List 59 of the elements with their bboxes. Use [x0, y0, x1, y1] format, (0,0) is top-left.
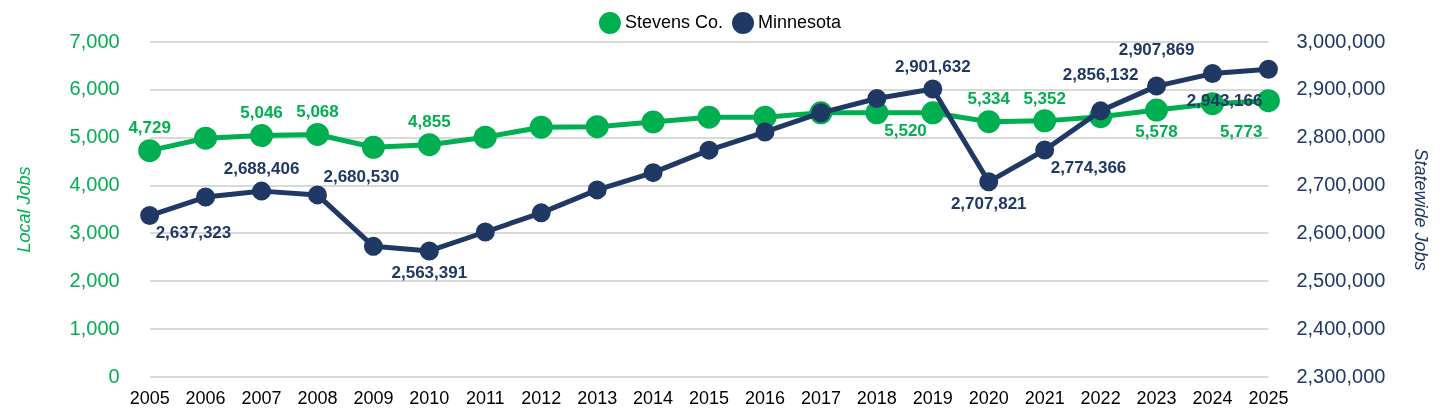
x-tick-label: 2009 — [353, 387, 394, 408]
x-tick-label: 2014 — [633, 387, 674, 408]
data-label: 4,855 — [408, 112, 451, 132]
data-label: 5,334 — [967, 89, 1011, 109]
x-tick-label: 2010 — [409, 387, 450, 408]
y-tick-label: 2,000 — [69, 268, 120, 291]
data-label: 2,856,132 — [1062, 64, 1139, 84]
y2-tick-label: 2,500,000 — [1296, 268, 1386, 291]
y2-tick-label: 2,800,000 — [1296, 125, 1386, 148]
x-tick-label: 2015 — [689, 387, 730, 408]
data-label: 5,046 — [240, 103, 283, 123]
y-tick-label: 0 — [108, 364, 120, 387]
data-label: 2,707,821 — [950, 193, 1027, 213]
y-axis-title: Local Jobs — [13, 166, 34, 253]
y2-tick-label: 2,300,000 — [1296, 364, 1386, 387]
x-tick-label: 2024 — [1192, 387, 1233, 408]
x-tick-label: 2020 — [968, 387, 1009, 408]
x-tick-label: 2025 — [1248, 387, 1289, 408]
x-tick-label: 2012 — [521, 387, 562, 408]
x-tick-label: 2016 — [744, 387, 785, 408]
y-tick-label: 4,000 — [69, 173, 120, 196]
x-tick-label: 2006 — [185, 387, 226, 408]
data-label: 2,907,869 — [1118, 39, 1195, 59]
data-label: 2,774,366 — [1050, 157, 1127, 177]
data-label: 2,563,391 — [391, 262, 468, 282]
data-label: 5,773 — [1219, 122, 1263, 142]
y2-tick-label: 2,700,000 — [1296, 173, 1386, 196]
data-label: 2,637,323 — [155, 223, 232, 243]
y-tick-label: 1,000 — [69, 316, 120, 339]
y-tick-label: 3,000 — [69, 220, 120, 243]
data-label: 4,729 — [128, 118, 171, 138]
data-label: 2,901,632 — [894, 56, 971, 76]
x-tick-label: 2007 — [241, 387, 282, 408]
data-label: 2,688,406 — [223, 158, 300, 178]
y2-tick-label: 2,400,000 — [1296, 316, 1386, 339]
x-tick-label: 2008 — [297, 387, 338, 408]
data-label: 5,578 — [1135, 121, 1178, 141]
y2-axis-title: Statewide Jobs — [1411, 148, 1432, 271]
x-tick-label: 2017 — [800, 387, 841, 408]
x-tick-label: 2019 — [912, 387, 953, 408]
x-tick-label: 2005 — [129, 387, 170, 408]
x-tick-label: 2013 — [577, 387, 618, 408]
legend-label: Minnesota — [758, 11, 843, 32]
x-tick-label: 2021 — [1024, 387, 1065, 408]
y-tick-label: 7,000 — [69, 29, 120, 52]
data-label: 5,068 — [296, 102, 339, 122]
data-label: 5,520 — [884, 120, 927, 140]
data-label: 5,352 — [1023, 88, 1066, 108]
legend-label: Stevens Co. — [624, 11, 724, 32]
y2-tick-label: 3,000,000 — [1296, 29, 1386, 52]
x-tick-label: 2023 — [1136, 387, 1177, 408]
data-label: 2,680,530 — [323, 166, 400, 186]
y2-tick-label: 2,600,000 — [1296, 220, 1386, 243]
x-tick-label: 2018 — [856, 387, 897, 408]
y-tick-label: 5,000 — [69, 125, 120, 148]
x-tick-label: 2011 — [465, 387, 505, 408]
y2-tick-label: 2,900,000 — [1296, 77, 1386, 100]
x-tick-label: 2022 — [1080, 387, 1121, 408]
y-tick-label: 6,000 — [69, 77, 120, 100]
